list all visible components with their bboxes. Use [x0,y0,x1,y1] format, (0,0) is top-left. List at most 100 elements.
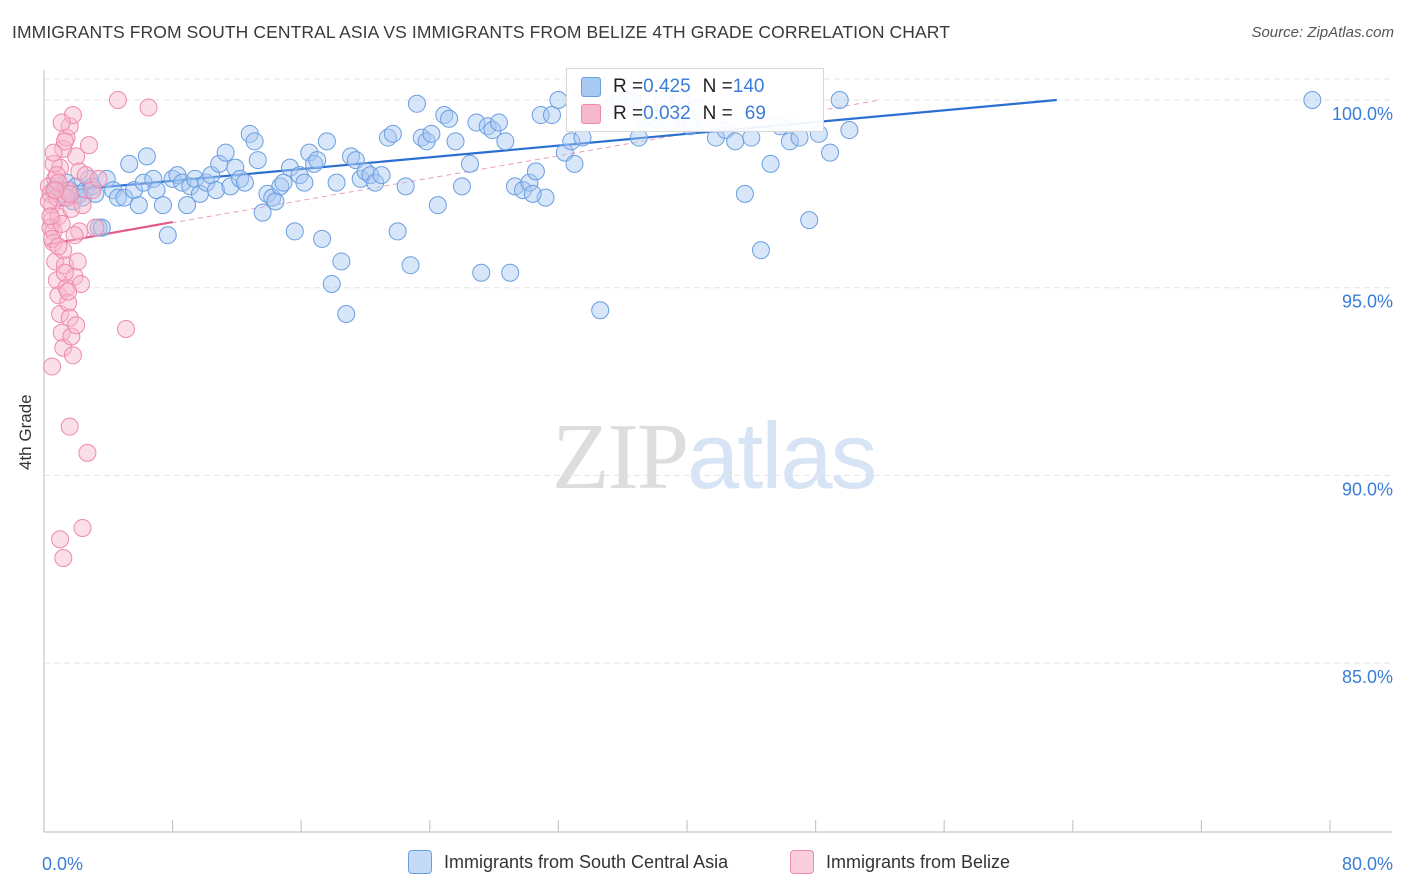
blue-swatch [581,77,601,97]
data-point-belize [60,417,79,436]
data-point-south-central-asia [780,132,799,151]
data-point-south-central-asia [253,203,272,222]
data-point-south-central-asia [489,113,508,132]
n-label: N = [702,76,733,97]
data-point-south-central-asia [248,151,267,170]
data-point-belize [60,308,79,327]
data-point-south-central-asia [549,91,568,110]
data-point-south-central-asia [317,132,336,151]
data-point-south-central-asia [562,132,581,151]
data-point-south-central-asia [483,121,502,140]
r-value: 0.425 [643,76,691,97]
data-point-south-central-asia [221,177,240,196]
legend-label: Immigrants from South Central Asia [444,851,729,872]
grid-layer [44,78,1392,664]
data-point-belize [55,132,74,151]
data-point-south-central-asia [383,124,402,143]
data-point-south-central-asia [129,196,148,215]
data-point-belize [78,443,97,462]
data-point-south-central-asia [501,263,520,282]
data-point-south-central-asia [337,304,356,323]
data-point-belize [43,229,62,248]
data-point-south-central-asia [542,106,561,125]
data-point-south-central-asia [207,181,226,200]
data-point-south-central-asia [821,143,840,162]
source-note: Source: ZipAtlas.com [1251,24,1394,41]
data-point-belize [80,136,99,155]
trend-line-south-central-asia [50,98,1057,194]
data-point-south-central-asia [800,211,819,230]
r-value: 0.032 [643,103,691,124]
y-tick-label: 90.0% [1342,479,1393,499]
data-point-south-central-asia [178,196,197,215]
pink-swatch [581,104,601,124]
stats-row-pink: R = 0.032 N = 69 [581,102,766,126]
data-point-south-central-asia [235,173,254,192]
data-point-belize [65,267,84,286]
data-point-south-central-asia [526,162,545,181]
data-point-belize [54,548,73,567]
series-legend: Immigrants from South Central Asia Immig… [0,850,1406,878]
data-point-belize [116,320,135,339]
legend-label: Immigrants from Belize [826,851,1011,872]
r-label: R = [613,103,644,124]
stats-legend: R = 0.425 N = 140 R = 0.032 N = 69 [566,68,824,132]
data-point-south-central-asia [137,147,156,166]
data-point-south-central-asia [226,158,245,177]
data-point-south-central-asia [440,109,459,128]
data-point-south-central-asia [840,121,859,140]
data-point-south-central-asia [92,218,111,237]
data-point-belize [83,181,102,200]
data-point-south-central-asia [285,222,304,241]
data-point-belize [52,323,71,342]
data-point-south-central-asia [460,154,479,173]
data-point-belize [62,199,81,218]
n-value: 140 [732,76,765,97]
data-point-south-central-asia [274,173,293,192]
data-point-belize [51,530,70,549]
data-point-belize [47,166,66,185]
data-point-belize [86,218,105,237]
data-point-south-central-asia [115,188,134,207]
axis-layer [43,70,1392,833]
data-point-south-central-asia [313,229,332,248]
data-point-south-central-asia [830,91,849,110]
data-point-south-central-asia [396,177,415,196]
watermark-zip: ZIP [552,405,689,509]
data-point-belize [43,357,62,376]
data-point-belize [108,91,127,110]
data-point-south-central-asia [751,241,770,260]
data-point-belize [67,316,86,335]
stats-row-blue: R = 0.425 N = 140 [581,75,764,99]
data-point-south-central-asia [158,226,177,245]
data-point-belize [67,147,86,166]
data-point-belize [62,327,81,346]
data-point-south-central-asia [153,196,172,215]
n-value: 69 [744,103,766,124]
data-point-south-central-asia [108,188,127,207]
data-point-south-central-asia [308,151,327,170]
data-point-belize [55,263,74,282]
data-point-south-central-asia [726,132,745,151]
data-point-belize [39,192,58,211]
data-point-south-central-asia [216,143,235,162]
data-point-south-central-asia [591,301,610,320]
data-point-belize [63,106,82,125]
data-point-belize [44,143,63,162]
data-point-belize [73,196,92,215]
legend-item-belize[interactable]: Immigrants from Belize [790,850,1010,874]
data-point-south-central-asia [565,154,584,173]
data-point-south-central-asia [120,154,139,173]
data-point-south-central-asia [407,94,426,113]
data-point-belize [89,169,108,188]
legend-item-south-central-asia[interactable]: Immigrants from South Central Asia [408,850,728,874]
data-point-belize [60,184,79,203]
data-point-south-central-asia [322,274,341,293]
data-point-south-central-asia [147,181,166,200]
data-point-south-central-asia [761,154,780,173]
data-point-belize [46,181,65,200]
data-point-south-central-asia [735,184,754,203]
data-point-south-central-asia [446,132,465,151]
data-point-south-central-asia [327,173,346,192]
